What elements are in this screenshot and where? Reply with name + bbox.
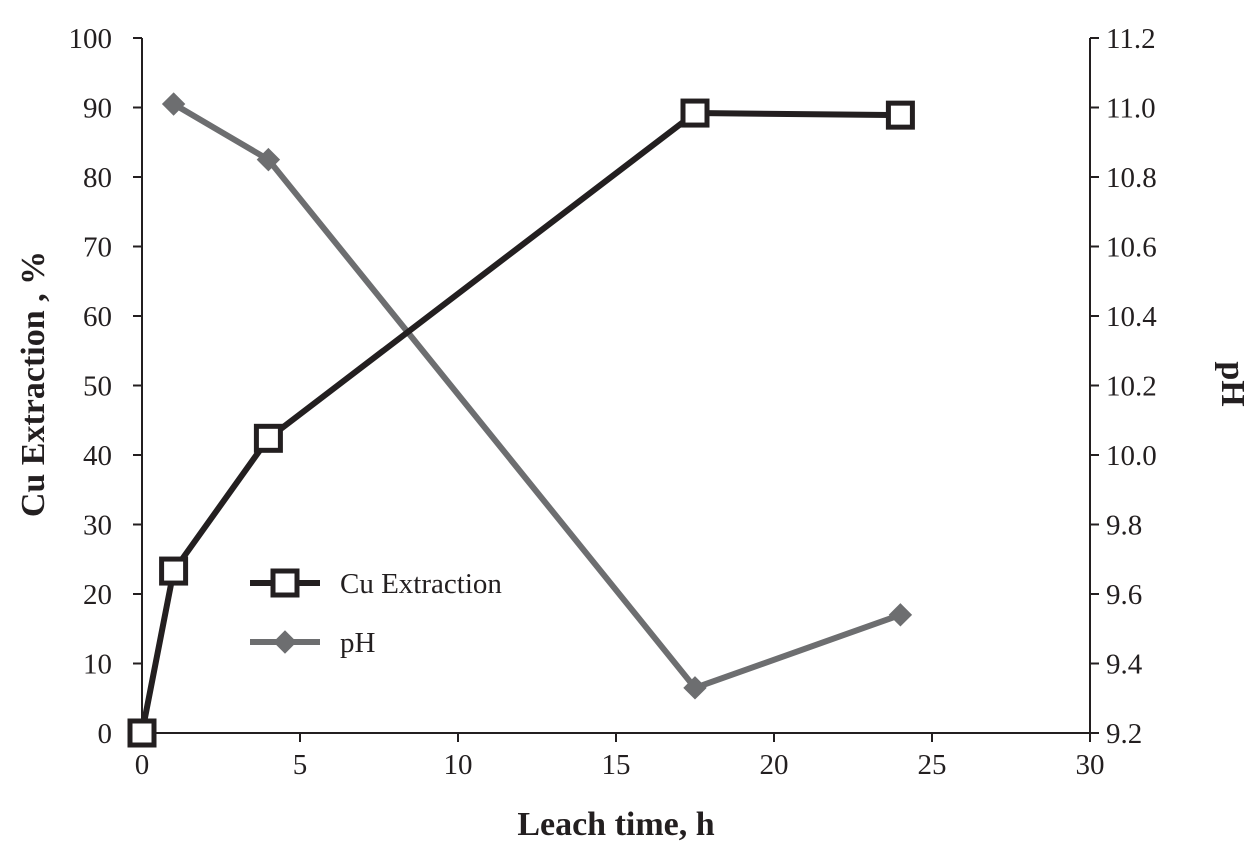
y-left-tick-label: 40 [83, 440, 112, 472]
legend-label: Cu Extraction [340, 568, 502, 600]
legend-item: Cu Extraction [250, 568, 502, 600]
data-point [161, 92, 186, 116]
y-left-tick-label: 10 [83, 649, 112, 681]
y-right-tick-label: 11.2 [1106, 23, 1156, 55]
y-left-tick-label: 50 [83, 371, 112, 403]
data-point [159, 556, 189, 586]
data-point [256, 147, 281, 172]
y-right-tick-label: 10.4 [1106, 301, 1157, 333]
series-layer [127, 92, 915, 748]
y-left-tick-label: 0 [98, 718, 113, 750]
y-right-tick-label: 11.0 [1106, 93, 1156, 125]
series-line [172, 101, 902, 692]
axes: 0 5 10 15 20 25 30 0 10 20 30 40 50 60 70 80 90 100 9.2 9.4… [69, 23, 1158, 781]
y-left-tick-label: 80 [83, 162, 112, 194]
y-axis-left-title: Cu Extraction , % [15, 251, 52, 517]
data-point [253, 423, 283, 453]
y-right-tick-label: 10.0 [1106, 440, 1157, 472]
y-right-tick-label: 9.8 [1106, 510, 1142, 542]
x-tick-label: 25 [918, 749, 947, 781]
y-left-tick-label: 60 [83, 301, 112, 333]
y-left-tick-label: 20 [83, 579, 112, 611]
y-left-tick-label: 100 [69, 23, 113, 55]
legend-item: pH [250, 627, 376, 659]
x-axis-title: Leach time, h [517, 806, 714, 843]
legend-label: pH [340, 627, 376, 659]
data-point [127, 718, 157, 748]
y-axis-right-title: pH [1214, 361, 1251, 406]
y-right-tick-label: 9.6 [1106, 579, 1142, 611]
y-left-tick-label: 30 [83, 510, 112, 542]
data-point [683, 676, 707, 700]
data-point [680, 98, 710, 128]
x-tick-label: 10 [444, 749, 473, 781]
y-right-tick-label: 10.8 [1106, 162, 1157, 194]
legend-swatch-marker [273, 630, 297, 654]
x-tick-label: 30 [1076, 749, 1105, 781]
y-left-tick-label: 90 [83, 93, 112, 125]
series-ph [161, 92, 913, 700]
legend: Cu Extraction pH [250, 568, 502, 659]
x-tick-label: 15 [602, 749, 631, 781]
x-tick-label: 20 [760, 749, 789, 781]
data-point [885, 100, 915, 130]
y-right-tick-label: 10.2 [1106, 371, 1157, 403]
x-tick-label: 0 [135, 749, 150, 781]
x-tick-label: 5 [293, 749, 308, 781]
y-right-tick-label: 9.2 [1106, 718, 1142, 750]
y-right-tick-label: 10.6 [1106, 232, 1157, 264]
data-point [888, 603, 913, 627]
y-right-tick-label: 9.4 [1106, 649, 1143, 681]
legend-swatch-marker [270, 568, 300, 598]
series-cu-extraction [127, 98, 915, 748]
y-left-tick-label: 70 [83, 232, 112, 264]
